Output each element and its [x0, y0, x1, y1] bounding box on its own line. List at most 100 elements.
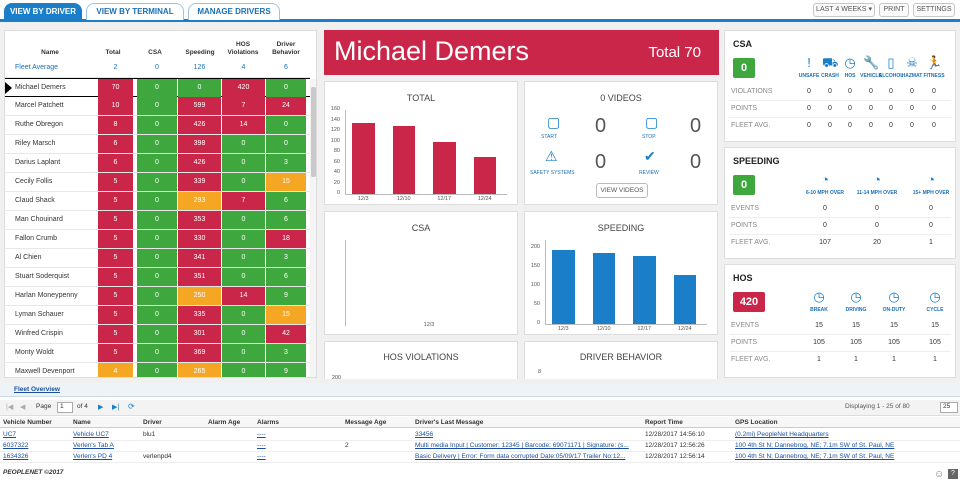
- print-button[interactable]: PRINT: [879, 3, 909, 17]
- col-header-name[interactable]: Name: [41, 49, 59, 56]
- table-row[interactable]: Michael Demers 70 0 0 420 0: [5, 78, 310, 97]
- grid-cell-message[interactable]: 33456: [415, 431, 434, 438]
- total-bar[interactable]: [473, 157, 497, 194]
- total-bar[interactable]: [433, 141, 456, 194]
- total-bar[interactable]: [392, 125, 416, 194]
- grid-cell-gps[interactable]: 100 4th St N; Dannebrog, NE; 7.1m SW of …: [735, 453, 895, 460]
- table-row[interactable]: Riley Marsch 6 0 398 0 0: [5, 135, 310, 154]
- col-header-speeding[interactable]: Speeding: [185, 49, 215, 56]
- grid-header-driver[interactable]: Driver: [143, 419, 162, 426]
- table-row[interactable]: Winfred Crispin 5 0 301 0 42: [5, 325, 310, 344]
- table-row[interactable]: Harlan Moneypenny 5 0 250 14 9: [5, 287, 310, 306]
- table-row[interactable]: Marcel Patchett 10 0 599 7 24: [5, 97, 310, 116]
- total-bar[interactable]: [352, 123, 375, 194]
- table-row[interactable]: Al Chien 5 0 341 0 3: [5, 249, 310, 268]
- driver-name-cell[interactable]: Stuart Soderquist: [15, 273, 70, 280]
- grid-cell-gps[interactable]: 100 4th St N; Dannebrog, NE; 7.1m SW of …: [735, 442, 895, 449]
- grid-row[interactable]: [0, 441, 960, 452]
- settings-button[interactable]: SETTINGS: [913, 3, 955, 17]
- grid-header-alarm-age[interactable]: Alarm Age: [208, 419, 241, 426]
- grid-cell-name[interactable]: Verlen's Tab A: [73, 442, 114, 449]
- driver-name-cell[interactable]: Al Chien: [15, 254, 42, 261]
- grid-header-name[interactable]: Name: [73, 419, 91, 426]
- csa-panel-title: CSA: [733, 39, 753, 49]
- col-header-hos[interactable]: HOS Violations: [227, 41, 259, 56]
- table-row[interactable]: Monty Woldt 5 0 369 0 3: [5, 344, 310, 363]
- grid-cell-message[interactable]: Basic Delivery | Error: Form data corrup…: [415, 453, 626, 460]
- table-row[interactable]: Lyman Schauer 5 0 335 0 15: [5, 306, 310, 325]
- driver-name-cell[interactable]: Man Chouinard: [15, 216, 63, 223]
- driver-name-cell[interactable]: Riley Marsch: [15, 140, 56, 147]
- grid-header-driver-s-last-message[interactable]: Driver's Last Message: [415, 419, 484, 426]
- grid-cell-message[interactable]: Multi media Input | Customer: 12345 | Ba…: [415, 442, 629, 449]
- driver-name-cell[interactable]: Harlan Moneypenny: [15, 292, 78, 299]
- table-row[interactable]: Stuart Soderquist 5 0 351 0 6: [5, 268, 310, 287]
- prev-page-icon[interactable]: ◀: [20, 404, 26, 411]
- page-size-input[interactable]: 25: [940, 402, 958, 413]
- driver-name-cell[interactable]: Winfred Crispin: [15, 330, 63, 337]
- table-row[interactable]: Ruthe Obregon 8 0 426 14 0: [5, 116, 310, 135]
- grid-header-alarms[interactable]: Alarms: [257, 419, 280, 426]
- col-header-total[interactable]: Total: [105, 49, 121, 56]
- driver-name-cell[interactable]: Michael Demers: [15, 84, 66, 91]
- grid-header-message-age[interactable]: Message Age: [345, 419, 387, 426]
- driver-name-cell[interactable]: Darius Laplant: [15, 159, 61, 166]
- speeding-cell: 293: [178, 192, 221, 210]
- table-row[interactable]: Fallon Crumb 5 0 330 0 18: [5, 230, 310, 249]
- col-header-csa[interactable]: CSA: [148, 49, 162, 56]
- scrollbar-thumb[interactable]: [311, 87, 316, 177]
- help-icon[interactable]: ?: [948, 469, 958, 479]
- driver-name-cell[interactable]: Lyman Schauer: [15, 311, 64, 318]
- speeding-bar[interactable]: [633, 256, 656, 324]
- grid-header-gps-location[interactable]: GPS Location: [735, 419, 778, 426]
- table-row[interactable]: Man Chouinard 5 0 353 0 6: [5, 211, 310, 230]
- page-input[interactable]: 1: [57, 402, 73, 413]
- grid-cell-alarms[interactable]: ----: [257, 453, 266, 460]
- grid-cell-vehicle[interactable]: UC7: [3, 431, 17, 438]
- grid-cell-gps[interactable]: (0.2mi) PeopleNet Headquarters: [735, 431, 829, 438]
- grid-header-vehicle-number[interactable]: Vehicle Number: [3, 419, 52, 426]
- grid-row[interactable]: [0, 430, 960, 441]
- grid-cell-vehicle[interactable]: 1634326: [3, 453, 29, 460]
- col-header-behavior[interactable]: Driver Behavior: [272, 41, 300, 56]
- table-row[interactable]: Claud Shack 5 0 293 7 6: [5, 192, 310, 211]
- fleet-overview-tab[interactable]: Fleet Overview: [14, 386, 60, 393]
- driver-name-cell[interactable]: Claud Shack: [15, 197, 55, 204]
- date-range-dropdown[interactable]: LAST 4 WEEKS ▾: [813, 3, 875, 17]
- next-page-icon[interactable]: ▶: [98, 404, 104, 411]
- speeding-cell: 341: [178, 249, 221, 267]
- driver-name-cell[interactable]: Ruthe Obregon: [15, 121, 63, 128]
- csa-row-value: 0: [910, 105, 914, 112]
- speeding-bar[interactable]: [552, 249, 575, 324]
- videos-card: 0 VIDEOS ▢ START 0 ▢ STOP 0 ⚠ SAFETY SYS…: [524, 81, 718, 205]
- table-row[interactable]: Cecily Follis 5 0 339 0 15: [5, 173, 310, 192]
- driver-name-cell[interactable]: Monty Woldt: [15, 349, 54, 356]
- driver-name-cell[interactable]: Fallon Crumb: [15, 235, 58, 242]
- grid-cell-name[interactable]: Vehicle UC7: [73, 431, 109, 438]
- user-icon[interactable]: ☺: [934, 469, 945, 480]
- view-videos-button[interactable]: VIEW VIDEOS: [596, 183, 648, 198]
- tab-view-by-terminal[interactable]: VIEW BY TERMINAL: [86, 3, 184, 20]
- speeding-bar[interactable]: [592, 253, 616, 324]
- driver-name-cell[interactable]: Marcel Patchett: [15, 102, 64, 109]
- table-row[interactable]: Maxwell Devenport 4 0 265 0 9: [5, 363, 310, 377]
- grid-cell-vehicle[interactable]: 6037322: [3, 442, 29, 449]
- refresh-icon[interactable]: ⟳: [128, 402, 135, 411]
- first-page-icon[interactable]: |◀: [6, 404, 14, 411]
- csa-cell: 0: [137, 306, 177, 324]
- last-page-icon[interactable]: ▶|: [112, 404, 120, 411]
- table-scrollbar[interactable]: [310, 79, 316, 377]
- tab-manage-drivers[interactable]: MANAGE DRIVERS: [188, 3, 280, 20]
- tab-view-by-driver[interactable]: VIEW BY DRIVER: [4, 3, 82, 20]
- grid-cell-alarms[interactable]: ----: [257, 431, 266, 438]
- table-row[interactable]: Darius Laplant 6 0 426 0 3: [5, 154, 310, 173]
- grid-cell-name[interactable]: Verlen's PD 4: [73, 453, 113, 460]
- grid-header-report-time[interactable]: Report Time: [645, 419, 683, 426]
- driver-name-cell[interactable]: Cecily Follis: [15, 178, 53, 185]
- speeding-bar[interactable]: [673, 275, 697, 324]
- speeding-row-value: 0: [875, 222, 879, 229]
- grid-row[interactable]: [0, 452, 960, 463]
- speeding-row-value: 0: [875, 205, 879, 212]
- grid-cell-alarms[interactable]: ----: [257, 442, 266, 449]
- driver-name-cell[interactable]: Maxwell Devenport: [15, 368, 75, 375]
